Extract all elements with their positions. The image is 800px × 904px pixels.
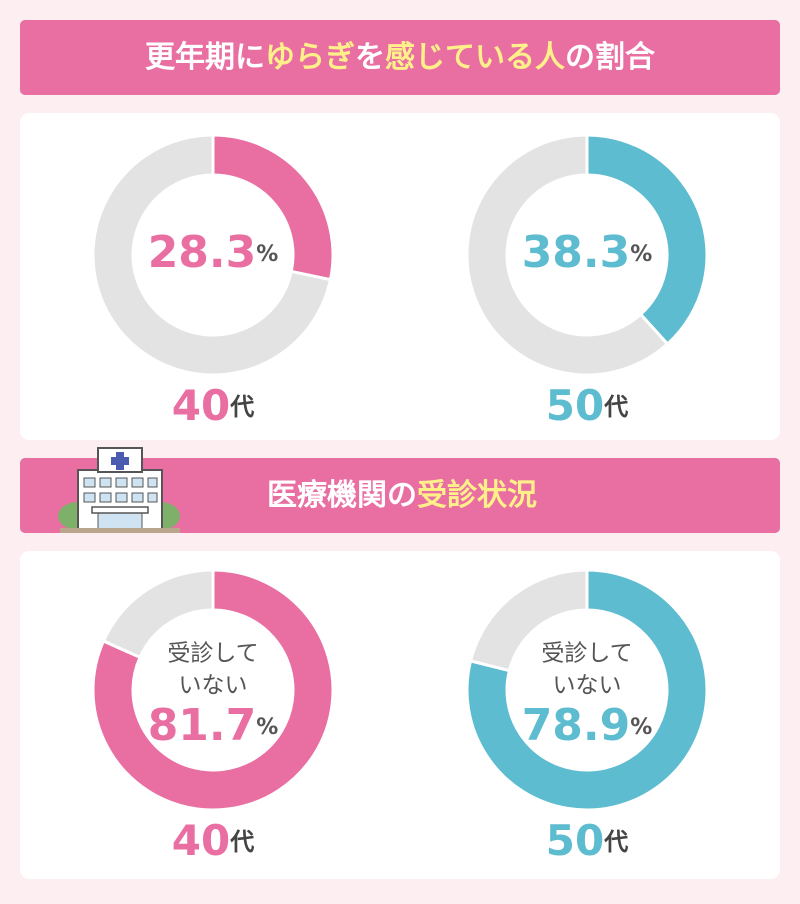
group-number: 40 <box>172 816 230 865</box>
title-part: を <box>355 40 385 75</box>
value-label: 38.3% <box>522 227 653 278</box>
header-bar <box>20 20 780 95</box>
title-part: 受診状況 <box>417 478 537 513</box>
title-part: 感じている人 <box>385 40 565 75</box>
group-label: 50代 <box>546 816 628 865</box>
title-part: ゆらぎ <box>265 40 355 75</box>
donut-segment <box>101 568 215 660</box>
title-part: の割合 <box>565 40 655 75</box>
unit: % <box>256 242 278 267</box>
group-number: 50 <box>546 381 604 430</box>
donut-segment <box>468 568 589 673</box>
center-text: いない <box>553 673 622 699</box>
value: 81.7 <box>148 700 257 751</box>
value-label: 78.9% <box>522 700 653 751</box>
donut-segment <box>91 133 333 377</box>
title-part: 更年期に <box>145 40 265 75</box>
value: 78.9 <box>522 700 631 751</box>
donut-segment <box>585 133 709 347</box>
unit: % <box>630 242 652 267</box>
header-bar <box>20 458 780 533</box>
group-suffix: 代 <box>229 828 254 856</box>
group-number: 50 <box>546 816 604 865</box>
center-text: 受診して <box>167 641 258 667</box>
value: 38.3 <box>522 227 631 278</box>
center-text: いない <box>179 673 248 699</box>
donut-segment <box>465 133 670 377</box>
section-title: 更年期にゆらぎを感じている人の割合 <box>145 40 655 75</box>
group-suffix: 代 <box>603 393 628 421</box>
value-label: 81.7% <box>148 700 279 751</box>
group-suffix: 代 <box>229 393 254 421</box>
hospital-icon <box>58 447 180 533</box>
value-label: 28.3% <box>148 227 279 278</box>
donut-segment <box>465 568 709 812</box>
donut-segment <box>91 568 335 812</box>
section-title: 医療機関の受診状況 <box>267 478 537 513</box>
unit: % <box>256 715 278 740</box>
center-text: 受診して <box>541 641 632 667</box>
group-label: 50代 <box>546 381 628 430</box>
group-number: 40 <box>172 381 230 430</box>
unit: % <box>630 715 652 740</box>
group-label: 40代 <box>172 381 254 430</box>
value: 28.3 <box>148 227 257 278</box>
group-label: 40代 <box>172 816 254 865</box>
title-part: 医療機関の <box>267 478 417 513</box>
group-suffix: 代 <box>603 828 628 856</box>
